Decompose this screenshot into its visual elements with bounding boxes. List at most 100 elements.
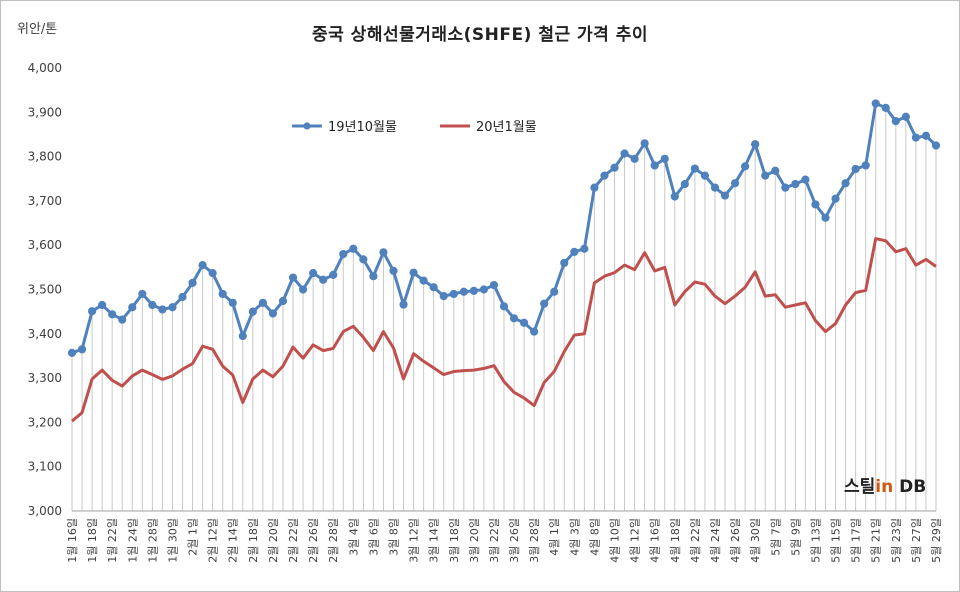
- data-point: [580, 244, 589, 253]
- data-point: [67, 348, 77, 357]
- data-point: [309, 269, 318, 278]
- data-point: [228, 298, 237, 307]
- x-tick-label: 4월 16일: [648, 518, 662, 563]
- data-point: [499, 302, 509, 311]
- data-point: [278, 296, 288, 306]
- x-tick-label: 4월 12일: [628, 518, 642, 563]
- data-point: [590, 183, 599, 192]
- y-tick-label: 3,700: [28, 194, 62, 208]
- data-point: [329, 270, 338, 279]
- data-point: [319, 275, 328, 284]
- data-point: [640, 139, 649, 148]
- x-tick-label: 2월 1일: [186, 518, 200, 556]
- data-point: [570, 247, 579, 256]
- x-tick-label: 3월 8일: [386, 518, 400, 556]
- x-tick-label: 5월 17일: [849, 518, 863, 563]
- data-point: [238, 331, 247, 341]
- data-point: [128, 303, 137, 312]
- data-point: [268, 309, 278, 318]
- x-tick-label: 4월 10일: [608, 518, 622, 563]
- x-tick-label: 5월 9일: [788, 518, 802, 556]
- data-point: [610, 163, 619, 172]
- x-tick-label: 5월 23일: [889, 518, 903, 563]
- data-point: [720, 191, 730, 200]
- data-point: [178, 292, 187, 302]
- data-point: [349, 244, 358, 253]
- data-point: [550, 287, 559, 296]
- data-point: [77, 345, 87, 354]
- x-tick-label: 1월 24일: [125, 518, 139, 563]
- x-tick-label: 3월 20일: [467, 518, 481, 563]
- data-point: [198, 261, 207, 270]
- y-tick-label: 3,000: [28, 504, 62, 518]
- x-tick-label: 5월 13일: [808, 518, 822, 563]
- steel-in-db-logo: 스틸in DB: [844, 477, 927, 497]
- x-tick-label: 5월 27일: [909, 518, 923, 563]
- x-tick-label: 2월 18일: [246, 518, 260, 563]
- x-tick-label: 2월 22일: [286, 518, 300, 563]
- x-tick-label: 3월 22일: [487, 518, 501, 563]
- x-tick-label: 5월 21일: [869, 518, 883, 563]
- y-tick-label: 3,300: [28, 371, 62, 385]
- data-point: [439, 292, 448, 301]
- data-point: [519, 318, 529, 327]
- x-tick-label: 4월 30일: [748, 518, 762, 563]
- data-point: [761, 171, 770, 180]
- legend-marker: [303, 122, 311, 130]
- data-point: [791, 179, 800, 189]
- x-tick-label: 4월 1일: [547, 518, 561, 556]
- data-point: [650, 161, 659, 170]
- data-point: [751, 140, 760, 149]
- data-point: [851, 164, 860, 174]
- data-point: [831, 194, 840, 203]
- x-tick-label: 2월 26일: [306, 518, 320, 563]
- x-tick-label: 3월 12일: [407, 518, 421, 563]
- x-tick-label: 3월 6일: [366, 518, 380, 556]
- x-tick-label: 3월 14일: [427, 518, 441, 563]
- y-tick-label: 3,100: [28, 460, 62, 474]
- x-tick-label: 2월 12일: [206, 518, 220, 563]
- data-point: [700, 171, 710, 180]
- x-tick-label: 3월 4일: [346, 518, 360, 556]
- data-point: [208, 269, 217, 278]
- x-tick-label: 1월 16일: [65, 518, 79, 563]
- data-point: [600, 171, 609, 180]
- data-point: [108, 310, 117, 319]
- y-tick-label: 3,500: [28, 283, 62, 297]
- data-point: [630, 154, 639, 163]
- x-tick-label: 4월 26일: [728, 518, 742, 563]
- data-point: [540, 299, 549, 308]
- data-point: [298, 285, 308, 294]
- data-point: [710, 183, 720, 192]
- data-point: [248, 307, 257, 316]
- data-point: [489, 280, 499, 290]
- data-point: [389, 266, 398, 275]
- x-tick-label: 3월 26일: [507, 518, 521, 563]
- data-point: [741, 162, 750, 171]
- x-tick-label: 1월 18일: [85, 518, 99, 563]
- legend-label: 20년1월물: [476, 120, 537, 135]
- data-point: [821, 213, 830, 222]
- x-tick-label: 2월 14일: [226, 518, 240, 563]
- data-point: [469, 286, 478, 295]
- y-tick-label: 3,800: [28, 150, 62, 164]
- data-point: [921, 131, 931, 140]
- x-tick-label: 4월 18일: [668, 518, 682, 563]
- series-line-20년1월물: [71, 237, 937, 423]
- data-point: [881, 103, 890, 112]
- data-point: [138, 289, 147, 299]
- data-point: [479, 285, 489, 294]
- data-point: [620, 149, 629, 158]
- data-point: [861, 161, 870, 170]
- data-point: [87, 307, 97, 316]
- x-tick-label: 4월 22일: [688, 518, 702, 563]
- data-point: [459, 287, 468, 296]
- data-point: [148, 300, 157, 310]
- data-point: [419, 276, 428, 285]
- x-tick-label: 2월 28일: [326, 518, 340, 563]
- data-point: [911, 133, 921, 142]
- data-point: [359, 255, 368, 264]
- x-tick-label: 4월 3일: [567, 518, 581, 556]
